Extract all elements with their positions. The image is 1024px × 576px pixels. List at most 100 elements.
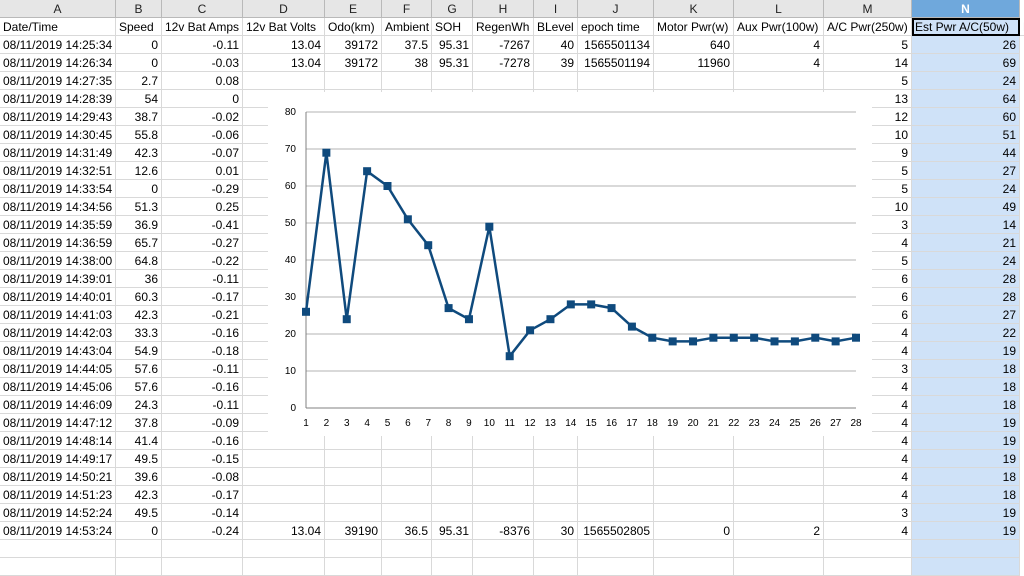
- header-cell-n[interactable]: Est Pwr A/C(50w): [912, 18, 1020, 36]
- cell-c[interactable]: -0.02: [162, 108, 243, 126]
- cell-i[interactable]: [534, 504, 578, 522]
- cell-b[interactable]: 54.9: [116, 342, 162, 360]
- empty-cell[interactable]: [432, 558, 473, 576]
- empty-cell[interactable]: [243, 558, 325, 576]
- column-header-d[interactable]: D: [243, 0, 325, 18]
- cell-f[interactable]: [382, 72, 432, 90]
- column-header-c[interactable]: C: [162, 0, 243, 18]
- cell-n[interactable]: 28: [912, 270, 1020, 288]
- empty-cell[interactable]: [473, 540, 534, 558]
- header-cell-c[interactable]: 12v Bat Amps: [162, 18, 243, 36]
- cell-i[interactable]: [534, 486, 578, 504]
- cell-n[interactable]: 49: [912, 198, 1020, 216]
- cell-a[interactable]: 08/11/2019 14:42:03: [0, 324, 116, 342]
- cell-g[interactable]: [432, 432, 473, 450]
- cell-b[interactable]: 0: [116, 522, 162, 540]
- empty-cell[interactable]: [162, 540, 243, 558]
- cell-f[interactable]: [382, 486, 432, 504]
- cell-e[interactable]: [325, 450, 382, 468]
- cell-e[interactable]: [325, 72, 382, 90]
- empty-cell[interactable]: [578, 558, 654, 576]
- empty-cell[interactable]: [534, 558, 578, 576]
- cell-c[interactable]: -0.21: [162, 306, 243, 324]
- cell-m[interactable]: 4: [824, 432, 912, 450]
- cell-h[interactable]: -7267: [473, 36, 534, 54]
- cell-d[interactable]: [243, 504, 325, 522]
- cell-l[interactable]: [734, 486, 824, 504]
- cell-k[interactable]: 640: [654, 36, 734, 54]
- cell-c[interactable]: 0.01: [162, 162, 243, 180]
- cell-g[interactable]: [432, 72, 473, 90]
- cell-j[interactable]: [578, 72, 654, 90]
- cell-g[interactable]: 95.31: [432, 54, 473, 72]
- cell-i[interactable]: [534, 468, 578, 486]
- cell-j[interactable]: 1565501194: [578, 54, 654, 72]
- cell-c[interactable]: -0.14: [162, 504, 243, 522]
- cell-c[interactable]: -0.11: [162, 396, 243, 414]
- cell-e[interactable]: [325, 432, 382, 450]
- cell-d[interactable]: [243, 432, 325, 450]
- cell-a[interactable]: 08/11/2019 14:47:12: [0, 414, 116, 432]
- header-cell-k[interactable]: Motor Pwr(w): [654, 18, 734, 36]
- cell-l[interactable]: [734, 72, 824, 90]
- cell-a[interactable]: 08/11/2019 14:38:00: [0, 252, 116, 270]
- header-cell-d[interactable]: 12v Bat Volts: [243, 18, 325, 36]
- empty-cell[interactable]: [912, 540, 1020, 558]
- header-cell-m[interactable]: A/C Pwr(250w): [824, 18, 912, 36]
- cell-b[interactable]: 42.3: [116, 306, 162, 324]
- cell-k[interactable]: [654, 468, 734, 486]
- empty-cell[interactable]: [734, 558, 824, 576]
- cell-b[interactable]: 37.8: [116, 414, 162, 432]
- cell-i[interactable]: 39: [534, 54, 578, 72]
- cell-k[interactable]: 11960: [654, 54, 734, 72]
- cell-d[interactable]: [243, 468, 325, 486]
- cell-c[interactable]: -0.16: [162, 378, 243, 396]
- empty-cell[interactable]: [912, 558, 1020, 576]
- cell-n[interactable]: 69: [912, 54, 1020, 72]
- cell-h[interactable]: [473, 432, 534, 450]
- cell-b[interactable]: 36: [116, 270, 162, 288]
- cell-c[interactable]: -0.41: [162, 216, 243, 234]
- cell-e[interactable]: 39190: [325, 522, 382, 540]
- cell-n[interactable]: 60: [912, 108, 1020, 126]
- cell-b[interactable]: 39.6: [116, 468, 162, 486]
- cell-m[interactable]: 4: [824, 522, 912, 540]
- line-chart[interactable]: 0 10 20 30 40 50 60 70 80 1 2 3 4 5 6 7 8 9 10 11 12 13 14 15 16…: [268, 92, 872, 436]
- cell-g[interactable]: [432, 450, 473, 468]
- cell-d[interactable]: [243, 486, 325, 504]
- cell-h[interactable]: -8376: [473, 522, 534, 540]
- cell-j[interactable]: [578, 486, 654, 504]
- cell-a[interactable]: 08/11/2019 14:34:56: [0, 198, 116, 216]
- column-header-i[interactable]: I: [534, 0, 578, 18]
- cell-k[interactable]: [654, 72, 734, 90]
- cell-c[interactable]: 0.25: [162, 198, 243, 216]
- cell-i[interactable]: [534, 450, 578, 468]
- empty-cell[interactable]: [473, 558, 534, 576]
- column-header-g[interactable]: G: [432, 0, 473, 18]
- cell-a[interactable]: 08/11/2019 14:39:01: [0, 270, 116, 288]
- cell-j[interactable]: [578, 432, 654, 450]
- cell-c[interactable]: -0.03: [162, 54, 243, 72]
- cell-m[interactable]: 5: [824, 72, 912, 90]
- cell-g[interactable]: 95.31: [432, 522, 473, 540]
- cell-a[interactable]: 08/11/2019 14:36:59: [0, 234, 116, 252]
- column-header-h[interactable]: H: [473, 0, 534, 18]
- cell-m[interactable]: 5: [824, 36, 912, 54]
- empty-cell[interactable]: [325, 540, 382, 558]
- cell-a[interactable]: 08/11/2019 14:35:59: [0, 216, 116, 234]
- column-header-f[interactable]: F: [382, 0, 432, 18]
- cell-a[interactable]: 08/11/2019 14:32:51: [0, 162, 116, 180]
- cell-h[interactable]: [473, 486, 534, 504]
- header-cell-e[interactable]: Odo(km): [325, 18, 382, 36]
- empty-cell[interactable]: [654, 540, 734, 558]
- cell-b[interactable]: 55.8: [116, 126, 162, 144]
- cell-c[interactable]: -0.18: [162, 342, 243, 360]
- cell-c[interactable]: -0.17: [162, 486, 243, 504]
- cell-n[interactable]: 14: [912, 216, 1020, 234]
- cell-n[interactable]: 27: [912, 162, 1020, 180]
- cell-k[interactable]: [654, 432, 734, 450]
- cell-a[interactable]: 08/11/2019 14:48:14: [0, 432, 116, 450]
- header-cell-i[interactable]: BLevel: [534, 18, 578, 36]
- cell-k[interactable]: [654, 450, 734, 468]
- empty-cell[interactable]: [116, 540, 162, 558]
